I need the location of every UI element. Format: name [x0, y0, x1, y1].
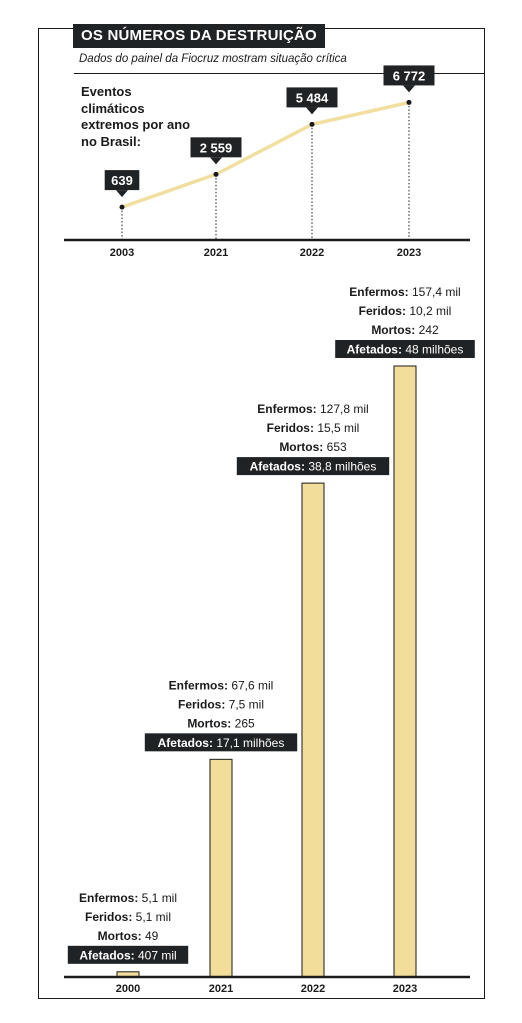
line-point [119, 204, 125, 210]
value-callout-box [286, 87, 338, 108]
line-series [121, 100, 410, 209]
value-callout-pointer [403, 85, 415, 93]
line-chart-label: Eventos climáticos extremos por ano no B… [81, 84, 191, 149]
x-tick-label: 2023 [393, 983, 417, 995]
line-point [406, 99, 412, 105]
x-tick-label: 2003 [110, 247, 134, 259]
bar [393, 365, 417, 978]
afetados-box [67, 945, 189, 964]
afetados-label: Afetados: 407 mil [79, 948, 176, 962]
feridos-label: Feridos: 15,5 mil [267, 421, 360, 435]
value-callout-pointer [306, 107, 318, 115]
value-callout-pointer [210, 157, 222, 165]
enfermos-label: Enfermos: 5,1 mil [79, 891, 177, 905]
value-callout-box [190, 137, 242, 158]
data-label: 5 484 [296, 90, 329, 105]
line-point [309, 121, 315, 127]
infographic-subtitle: Dados do painel da Fiocruz mostram situa… [79, 53, 347, 65]
value-callout-pointer [116, 190, 128, 198]
feridos-label: Feridos: 7,5 mil [178, 697, 264, 711]
x-tick-label: 2021 [204, 247, 228, 259]
afetados-label: Afetados: 48 milhões [347, 343, 464, 357]
x-tick-label: 2000 [116, 983, 140, 995]
afetados-box [144, 733, 298, 752]
bar [209, 758, 233, 978]
mortos-label: Mortos: 242 [371, 323, 439, 337]
afetados-label: Afetados: 17,1 milhões [158, 736, 285, 750]
afetados-box [335, 340, 475, 358]
mortos-label: Mortos: 653 [279, 440, 347, 454]
afetados-box [236, 457, 390, 476]
enfermos-label: Enfermos: 67,6 mil [169, 678, 274, 692]
value-callout-box [104, 170, 140, 191]
x-tick-label: 2022 [301, 983, 325, 995]
mortos-label: Mortos: 265 [187, 716, 255, 730]
data-label: 2 559 [200, 140, 233, 155]
mortos-label: Mortos: 49 [98, 929, 159, 943]
feridos-label: Feridos: 10,2 mil [359, 304, 452, 318]
enfermos-label: Enfermos: 157,4 mil [349, 285, 460, 299]
x-tick-label: 2023 [397, 247, 421, 259]
x-tick-label: 2022 [300, 247, 324, 259]
feridos-label: Feridos: 5,1 mil [85, 910, 171, 924]
title-divider [74, 73, 485, 74]
data-label: 639 [111, 173, 133, 188]
infographic-title: OS NÚMEROS DA DESTRUIÇÃO [73, 24, 325, 48]
value-callout-box [383, 65, 435, 86]
line-point [213, 171, 219, 177]
bar [301, 482, 325, 978]
enfermos-label: Enfermos: 127,8 mil [257, 402, 368, 416]
data-label: 6 772 [393, 68, 426, 83]
afetados-label: Afetados: 38,8 milhões [250, 460, 377, 474]
x-tick-label: 2021 [209, 983, 233, 995]
